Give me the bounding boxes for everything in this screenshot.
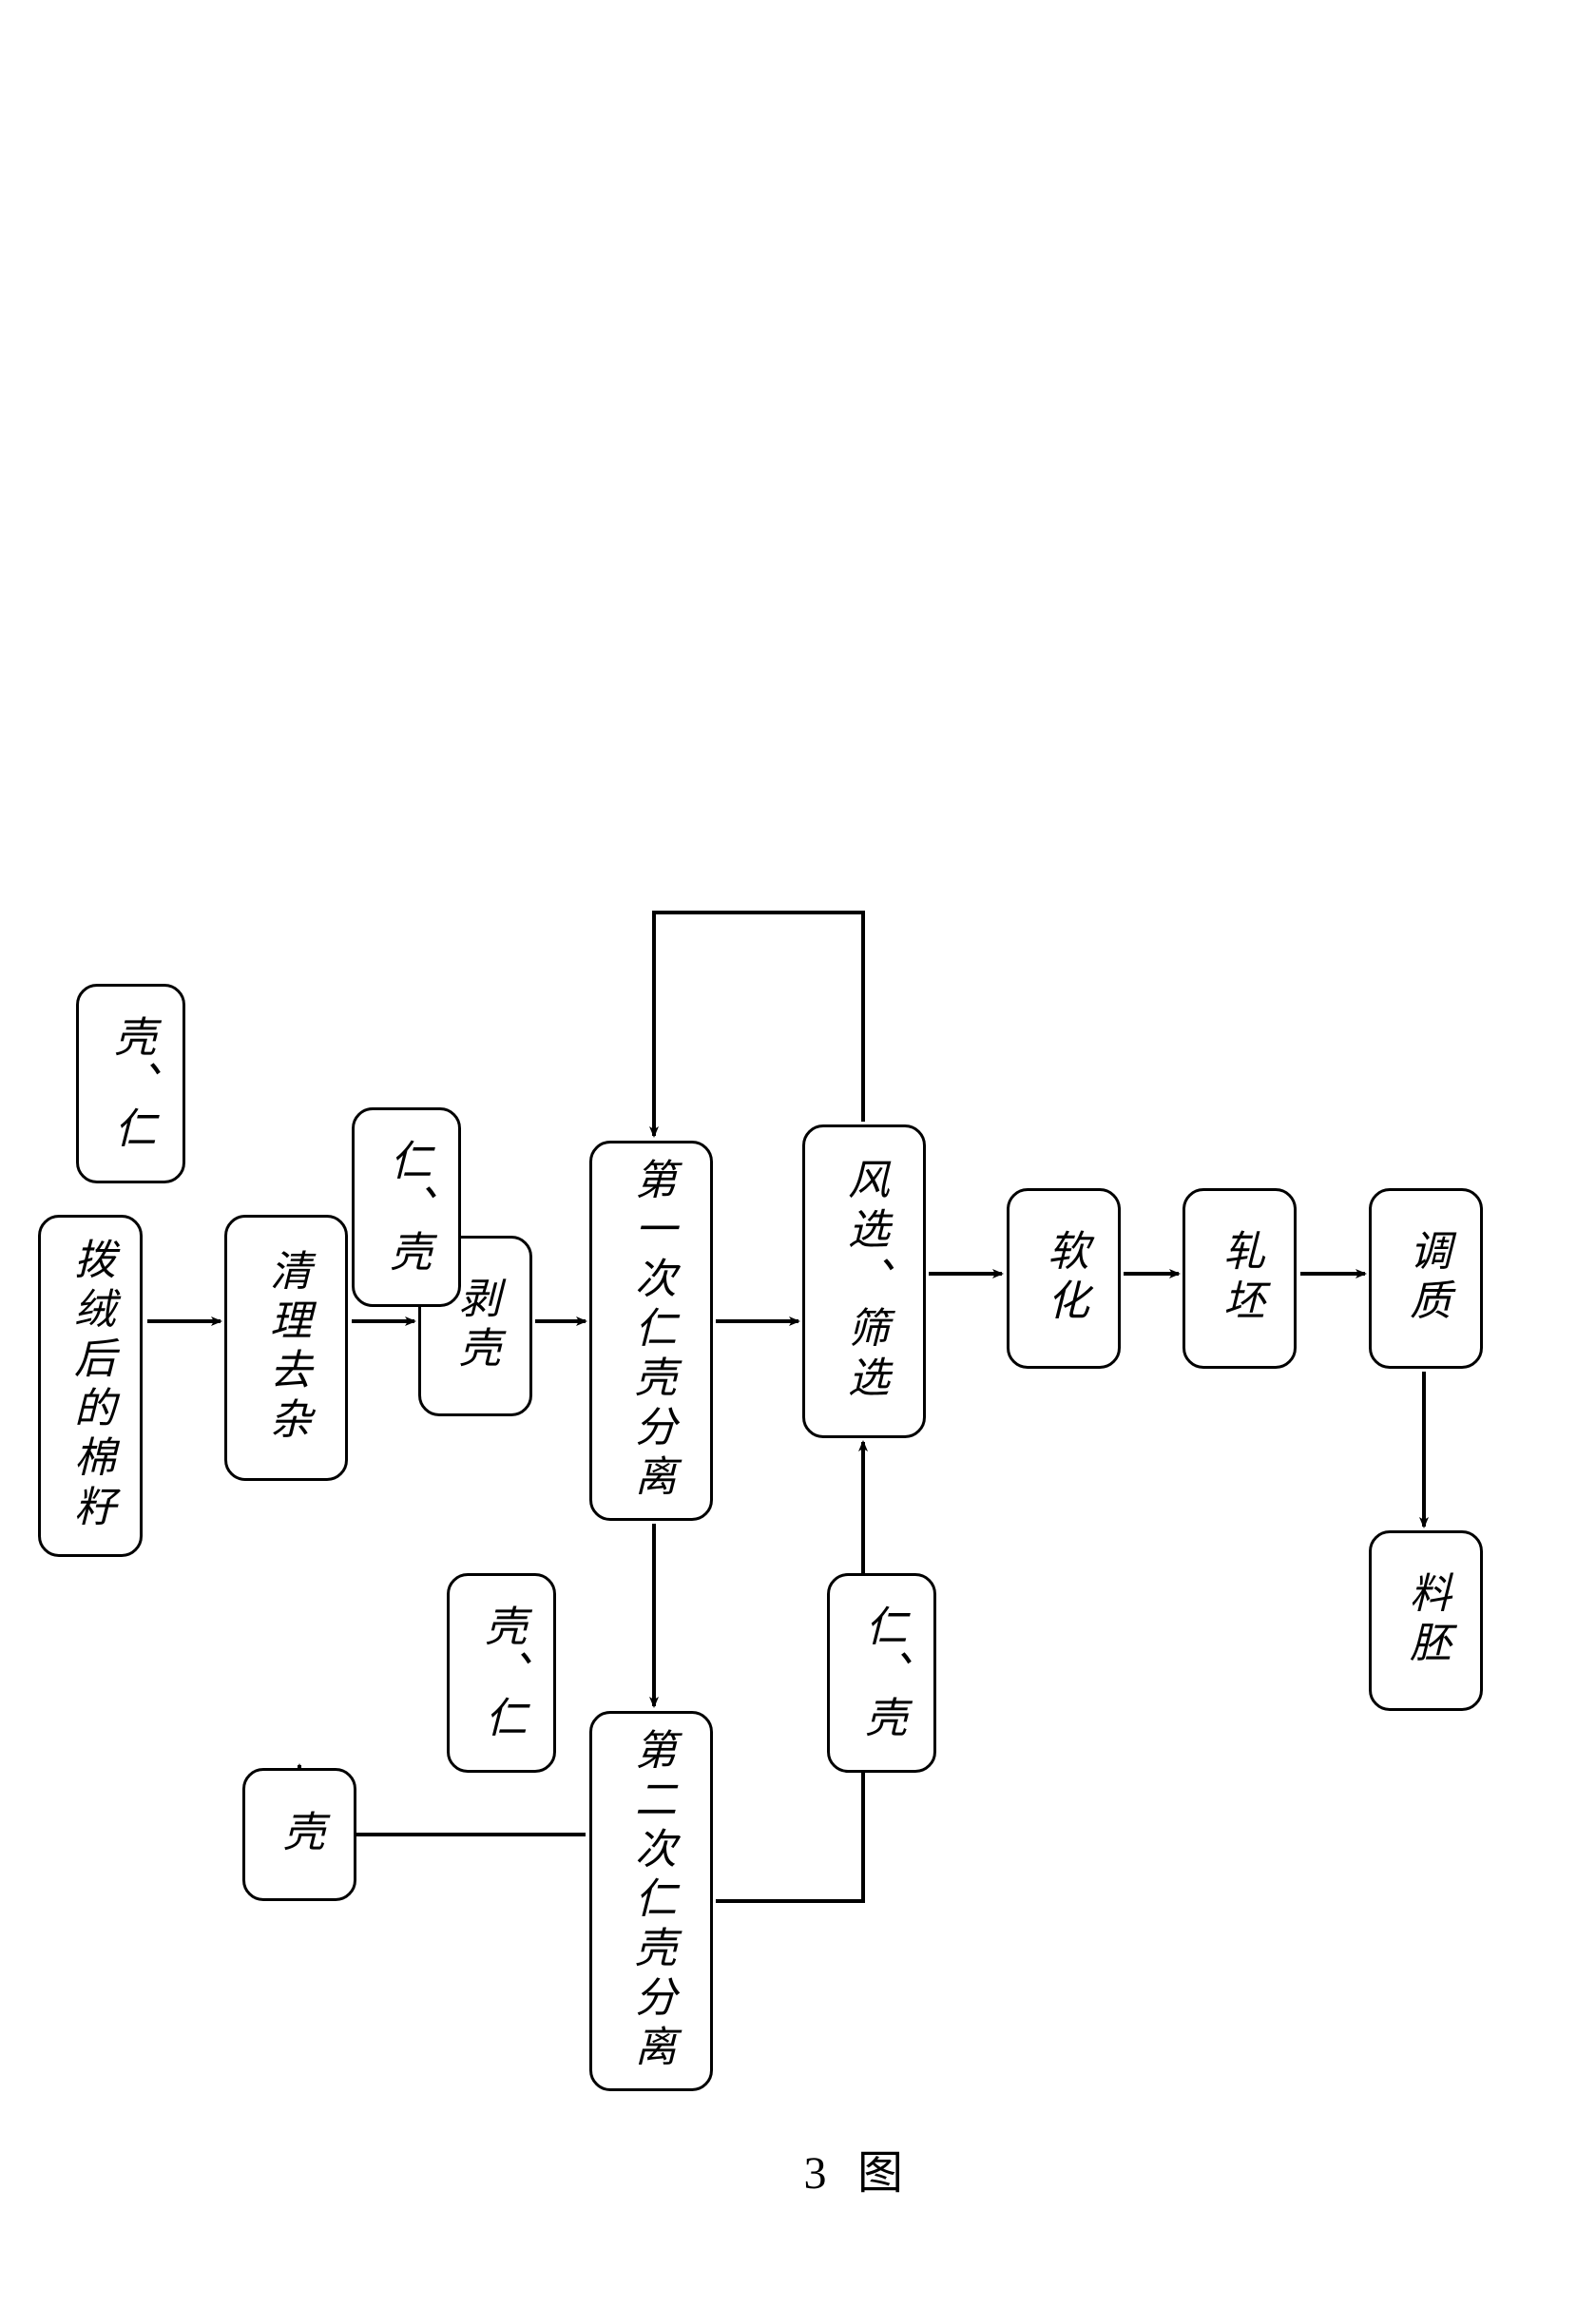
sidelabel-kernel-hull-mid: 仁、壳: [352, 1107, 461, 1307]
node-input-cottonseed: 拨绒后的棉籽: [38, 1215, 143, 1557]
node-label: 料胚: [1395, 1571, 1456, 1670]
node-hull-output: 壳: [242, 1768, 356, 1901]
node-output-flakes: 料胚: [1369, 1530, 1483, 1711]
side-label-text: 仁、壳: [376, 1139, 437, 1276]
node-cleaning: 清理去杂: [224, 1215, 348, 1481]
node-second-separation: 第二次仁壳分离: [589, 1711, 713, 2091]
node-label: 软化: [1033, 1229, 1094, 1328]
side-label-text: 壳、仁: [101, 1015, 162, 1152]
node-label: 调质: [1395, 1229, 1456, 1328]
node-label: 清理去杂: [256, 1249, 317, 1447]
sidelabel-hull-kernel-bottomleft: 壳、仁: [447, 1573, 556, 1773]
node-softening: 软化: [1007, 1188, 1121, 1369]
node-first-separation: 第一次仁壳分离: [589, 1141, 713, 1521]
node-label: 拨绒后的棉籽: [60, 1238, 121, 1534]
side-label-text: 壳、仁: [471, 1605, 532, 1741]
sidelabel-hull-kernel-top: 壳、仁: [76, 984, 185, 1183]
sidelabel-kernel-hull-bottomright: 仁、壳: [827, 1573, 936, 1773]
node-label: 第一次仁壳分离: [621, 1158, 682, 1504]
node-winnowing-screening: 风选、筛选: [802, 1124, 926, 1438]
node-label: 轧坯: [1209, 1229, 1270, 1328]
node-flaking: 轧坯: [1183, 1188, 1297, 1369]
node-label: 壳: [269, 1810, 330, 1859]
caption-text: 图 3: [790, 2148, 900, 2227]
side-label-text: 仁、壳: [852, 1605, 913, 1741]
node-conditioning: 调质: [1369, 1188, 1483, 1369]
node-label: 风选、筛选: [834, 1158, 894, 1405]
flowchart-connectors: [0, 0, 1596, 2306]
figure-caption: 图 3: [789, 2148, 908, 2306]
node-label: 第二次仁壳分离: [621, 1728, 682, 2074]
